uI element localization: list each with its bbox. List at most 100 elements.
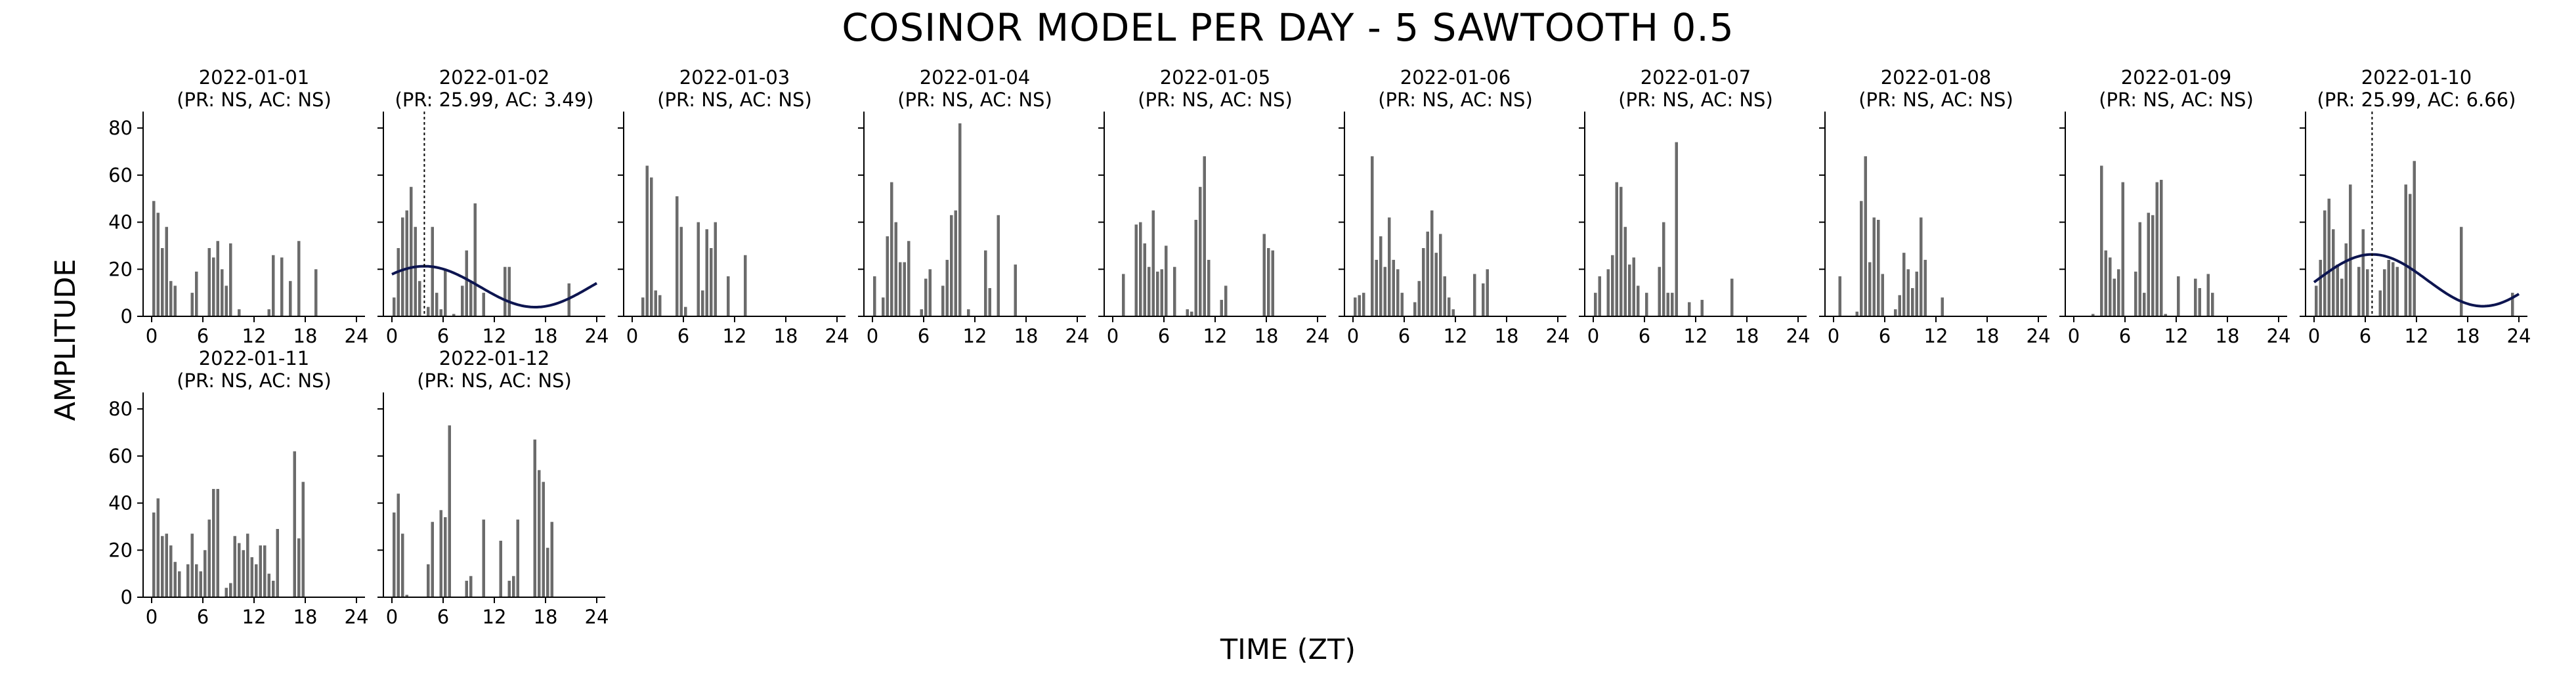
x-tick-label: 18 xyxy=(534,325,558,347)
bar xyxy=(2327,198,2330,316)
x-tick-label: 18 xyxy=(1255,325,1279,347)
bar xyxy=(186,564,190,597)
bar xyxy=(2361,229,2365,316)
bar xyxy=(1143,243,1146,316)
bar xyxy=(714,222,717,316)
panel-date: 2022-01-01 xyxy=(199,66,310,89)
x-tick-label: 24 xyxy=(1786,325,1811,347)
bar xyxy=(2117,269,2120,316)
bar xyxy=(1700,299,1704,316)
x-tick-label: 0 xyxy=(1828,325,1839,347)
x-tick-label: 24 xyxy=(585,325,609,347)
bar xyxy=(1156,271,1159,316)
x-tick-label: 18 xyxy=(774,325,798,347)
bar xyxy=(967,309,970,316)
bar xyxy=(255,564,258,597)
panel-date: 2022-01-04 xyxy=(920,66,1031,89)
bar xyxy=(1396,269,1400,316)
bar xyxy=(161,248,164,316)
panel-2022-01-03: 2022-01-03(PR: NS, AC: NS) 0 6 12 18 24 xyxy=(618,66,849,347)
x-tick-label: 6 xyxy=(1639,325,1650,347)
bar xyxy=(504,266,507,316)
bar xyxy=(2409,194,2412,316)
panel-date: 2022-01-02 xyxy=(439,66,550,89)
bar xyxy=(499,540,502,597)
bar xyxy=(1148,266,1151,316)
bar xyxy=(263,545,267,597)
bar xyxy=(405,210,408,316)
x-tick-label: 0 xyxy=(1587,325,1599,347)
panel-stats: (PR: NS, AC: NS) xyxy=(1618,89,1773,111)
panel-2022-01-12: 2022-01-12(PR: NS, AC: NS) 0 6 12 18 24 xyxy=(377,347,609,628)
bar xyxy=(435,293,439,316)
panel-stats: (PR: NS, AC: NS) xyxy=(1858,89,2013,111)
x-tick-label: 24 xyxy=(1065,325,1090,347)
panel-stats: (PR: NS, AC: NS) xyxy=(417,369,572,392)
bar xyxy=(259,545,262,597)
bar xyxy=(401,217,404,316)
panel-date: 2022-01-11 xyxy=(199,347,310,369)
bar xyxy=(2511,293,2514,316)
bar xyxy=(512,576,515,597)
bar xyxy=(238,309,241,316)
bar xyxy=(1220,299,1223,316)
bar xyxy=(2366,269,2369,316)
bar xyxy=(393,512,396,597)
bar xyxy=(1262,234,1266,316)
bar xyxy=(297,241,301,316)
bar xyxy=(1426,231,1429,316)
y-tick-label: 80 xyxy=(108,398,133,420)
bar xyxy=(2413,161,2416,316)
bar xyxy=(1151,210,1155,316)
bar xyxy=(427,306,430,316)
bar xyxy=(190,534,194,597)
x-tick-label: 12 xyxy=(2405,325,2429,347)
x-tick-label: 24 xyxy=(1546,325,1570,347)
x-tick-label: 12 xyxy=(242,606,267,628)
bar xyxy=(242,550,245,597)
x-tick-label: 12 xyxy=(1444,325,1468,347)
bar xyxy=(1271,250,1274,316)
x-tick-label: 12 xyxy=(723,325,747,347)
bar xyxy=(1371,156,1374,316)
bar xyxy=(1628,264,1631,316)
bar xyxy=(439,309,442,316)
panel-date: 2022-01-09 xyxy=(2121,66,2232,89)
bar xyxy=(886,236,889,316)
x-tick-label: 0 xyxy=(386,325,398,347)
bar xyxy=(654,290,657,316)
bar xyxy=(744,255,747,316)
bar xyxy=(1675,142,1678,316)
x-tick-label: 12 xyxy=(1924,325,1948,347)
bar xyxy=(418,281,421,316)
bar xyxy=(233,536,236,597)
x-tick-label: 0 xyxy=(2308,325,2320,347)
x-tick-label: 18 xyxy=(2216,325,2240,347)
x-axis-label: TIME (ZT) xyxy=(1220,633,1356,666)
bar xyxy=(229,243,232,316)
bar xyxy=(267,309,270,316)
bar xyxy=(1864,156,1867,316)
bar xyxy=(1160,269,1163,316)
bar xyxy=(2383,269,2386,316)
bar xyxy=(1658,266,1661,316)
bar xyxy=(2113,278,2116,316)
x-tick-label: 6 xyxy=(2359,325,2371,347)
bar xyxy=(2092,314,2095,316)
bar xyxy=(710,248,713,316)
bar xyxy=(190,293,194,316)
bar xyxy=(161,536,164,597)
panel-date: 2022-01-08 xyxy=(1881,66,1992,89)
bar xyxy=(507,266,511,316)
bar xyxy=(1267,248,1270,316)
bar xyxy=(393,297,396,316)
bar xyxy=(899,262,902,316)
bar xyxy=(2392,262,2395,316)
bar xyxy=(173,285,177,316)
bar xyxy=(2332,229,2335,316)
bar xyxy=(1872,217,1876,316)
x-tick-label: 0 xyxy=(386,606,398,628)
bar xyxy=(482,519,485,597)
bar xyxy=(954,210,957,316)
x-tick-label: 12 xyxy=(1203,325,1228,347)
